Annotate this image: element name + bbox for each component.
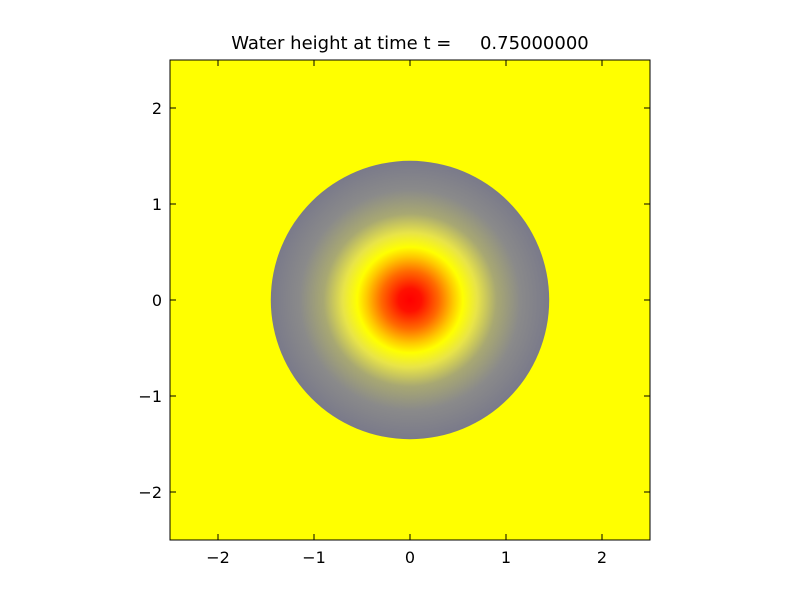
water-height-disk	[270, 160, 550, 440]
chart-title: Water height at time t = 0.75000000	[231, 33, 589, 54]
x-tick-label: −1	[302, 548, 326, 567]
x-tick-label: 1	[501, 548, 511, 567]
x-tick-label: 0	[405, 548, 415, 567]
y-tick-label: 2	[152, 99, 162, 118]
y-tick-label: 0	[152, 291, 162, 310]
x-tick-label: −2	[206, 548, 230, 567]
y-tick-label: 1	[152, 195, 162, 214]
y-tick-label: −2	[138, 483, 162, 502]
x-tick-label: 2	[597, 548, 607, 567]
y-tick-label: −1	[138, 387, 162, 406]
